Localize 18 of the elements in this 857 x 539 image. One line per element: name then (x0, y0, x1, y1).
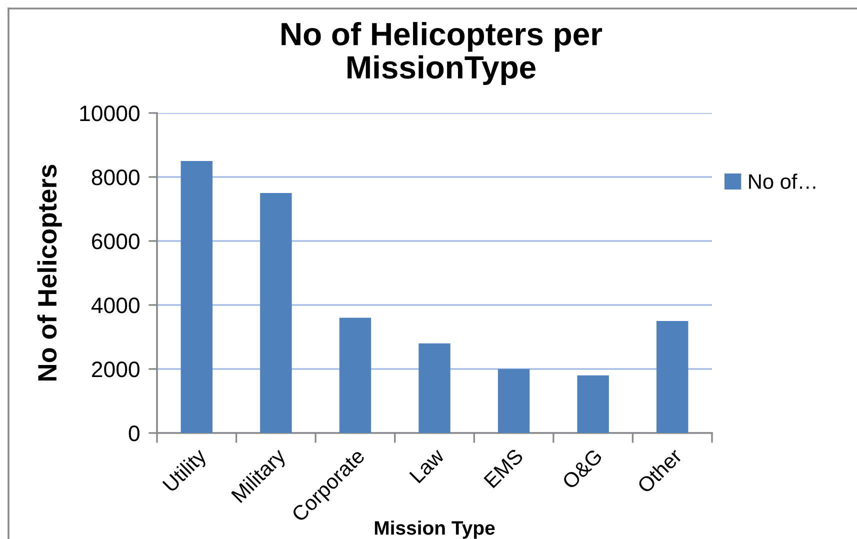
x-tick-label: Law (409, 447, 446, 484)
y-tick-label: 0 (128, 426, 140, 442)
bar (418, 343, 450, 433)
x-axis-title: Mission Type (374, 520, 495, 539)
y-axis-title: No of Helicopters (37, 164, 62, 380)
chart-title: No of Helicopters per MissionType (282, 22, 602, 86)
y-tick-label: 10000 (80, 106, 140, 122)
legend-label: No of… (749, 174, 816, 189)
bar (180, 161, 212, 433)
y-tick-label: 6000 (92, 234, 140, 250)
bar (260, 193, 292, 433)
bar (498, 369, 530, 433)
y-tick-label: 8000 (92, 170, 140, 186)
bar (577, 375, 609, 433)
bar (656, 321, 688, 433)
y-tick-label: 4000 (91, 298, 140, 314)
bar (339, 318, 372, 433)
y-tick-label: 2000 (92, 362, 140, 378)
